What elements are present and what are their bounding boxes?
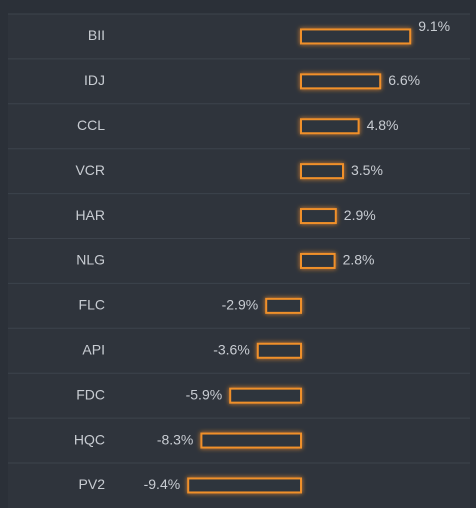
- value-label: 2.8%: [343, 252, 375, 268]
- y-tick-label: FDC: [76, 386, 105, 402]
- bar: [187, 477, 302, 494]
- y-tick-label: CCL: [77, 117, 105, 133]
- bar: [300, 73, 382, 90]
- y-tick-label: FLC: [79, 297, 105, 313]
- y-tick-label: VCR: [75, 162, 105, 178]
- value-label: 9.1%: [418, 18, 450, 34]
- y-tick-label: BII: [88, 27, 105, 43]
- value-label: 3.5%: [351, 162, 383, 178]
- bar: [265, 297, 303, 314]
- value-label: -2.9%: [222, 297, 259, 313]
- value-label: 2.9%: [344, 207, 376, 223]
- bar: [300, 163, 344, 180]
- value-label: -3.6%: [213, 341, 250, 357]
- value-label: -9.4%: [144, 476, 181, 492]
- y-tick-label: IDJ: [84, 72, 105, 88]
- y-tick-label: PV2: [79, 476, 106, 492]
- bar: [229, 387, 302, 404]
- value-label: -8.3%: [157, 431, 194, 447]
- y-tick-label: HAR: [75, 207, 105, 223]
- bar: [256, 342, 302, 359]
- value-label: 6.6%: [388, 72, 420, 88]
- y-tick-label: HQC: [74, 431, 105, 447]
- bar: [200, 432, 302, 449]
- bar: [300, 252, 336, 269]
- value-label: -5.9%: [186, 386, 223, 402]
- value-label: 4.8%: [367, 117, 399, 133]
- plot-panel: [8, 14, 470, 508]
- y-tick-label: API: [82, 341, 105, 357]
- bar: [300, 118, 360, 135]
- bar: [300, 208, 337, 225]
- bar: [300, 28, 412, 45]
- y-tick-label: NLG: [76, 252, 105, 268]
